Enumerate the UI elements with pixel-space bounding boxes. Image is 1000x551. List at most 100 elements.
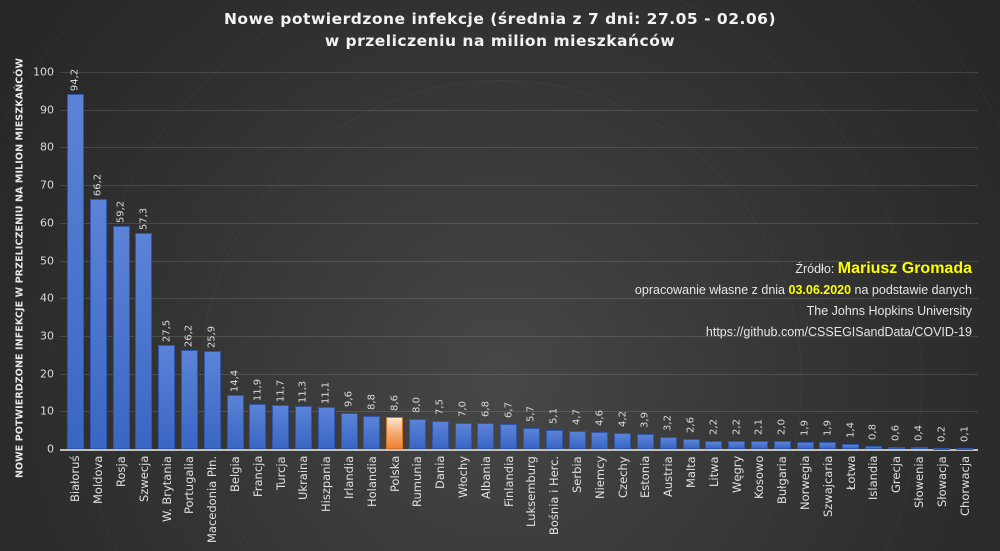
x-category-text: Niemcy xyxy=(592,455,607,499)
source-institution: The Johns Hopkins University xyxy=(806,304,972,318)
x-category-text: Grecja xyxy=(889,455,904,493)
bar-value-text: 59,2 xyxy=(115,200,127,223)
bar-value-text: 8,8 xyxy=(366,393,378,410)
bar-value-text: 7,0 xyxy=(457,400,469,417)
bar-20 xyxy=(522,427,540,449)
bar-31 xyxy=(773,441,791,449)
x-category-text: W. Brytania xyxy=(159,456,174,522)
bar-value-text: 8,6 xyxy=(389,394,401,411)
x-category-text: Szwecja xyxy=(136,455,151,502)
bar-8 xyxy=(249,404,267,449)
bar-16 xyxy=(431,420,449,449)
bar-value-text: 3,2 xyxy=(662,414,674,431)
bar-2 xyxy=(112,225,130,449)
gridline xyxy=(60,298,978,300)
source-line-date: opracowanie własne z dnia 03.06.2020 na … xyxy=(635,280,972,301)
x-category-text: Czechy xyxy=(615,456,630,498)
bar-value-text: 25,9 xyxy=(206,326,218,349)
bar-value-text: 11,1 xyxy=(320,382,332,405)
bar-value-text: 4,7 xyxy=(571,409,583,426)
bar-18 xyxy=(477,423,495,449)
x-category-text: Słowenia xyxy=(912,456,926,508)
bar-value-text: 2,2 xyxy=(708,418,720,435)
bar-value-text: 14,4 xyxy=(229,369,241,392)
x-category-text: Irlandia xyxy=(342,455,356,499)
y-tick-label: 50 xyxy=(40,254,54,267)
bar-22 xyxy=(568,431,586,449)
bar-0 xyxy=(66,93,84,449)
source-prefix: opracowanie własne z dnia xyxy=(634,283,786,297)
source-label: Źródło: xyxy=(795,262,835,276)
x-category-text: Bośnia i Herc. xyxy=(547,455,562,535)
bar-1 xyxy=(89,199,107,449)
bar-9 xyxy=(272,404,290,449)
x-category-text: Białoruś xyxy=(68,455,83,502)
x-category-text: Chorwacja xyxy=(957,455,972,516)
bar-value-text: 3,9 xyxy=(639,412,651,429)
x-category-text: Francja xyxy=(250,455,265,497)
bar-27 xyxy=(682,439,700,449)
y-tick-label: 10 xyxy=(40,404,54,418)
x-category-text: Dania xyxy=(433,455,448,489)
bar-value-text: 57,3 xyxy=(138,207,150,231)
bar-value-text: 0,1 xyxy=(959,426,971,442)
x-category-text: Węgry xyxy=(729,455,744,493)
bar-30 xyxy=(750,441,768,449)
bar-3 xyxy=(135,232,153,449)
x-category-text: Luksemburg xyxy=(524,456,539,527)
bar-14 xyxy=(386,416,404,449)
gridline xyxy=(60,222,978,224)
bar-34 xyxy=(842,443,860,449)
bar-value-text: 66,2 xyxy=(92,174,104,197)
source-author: Mariusz Gromada xyxy=(837,260,972,277)
gridline xyxy=(60,185,978,187)
chart-title-line1: Nowe potwierdzone infekcje (średnia z 7 … xyxy=(223,10,777,28)
chart-subtitle: w przeliczeniu na milion mieszkańców xyxy=(324,32,676,50)
bar-value-text: 94,2 xyxy=(69,68,81,91)
bar-value-text: 26,2 xyxy=(183,325,195,348)
x-category-text: Islandia xyxy=(866,455,881,500)
y-tick-label: 90 xyxy=(40,103,54,117)
x-category-text: Austria xyxy=(661,456,676,497)
bar-21 xyxy=(545,429,563,449)
bar-value-text: 2,0 xyxy=(776,419,788,436)
bar-39 xyxy=(956,448,974,450)
gridline xyxy=(60,373,978,375)
bar-33 xyxy=(819,441,837,449)
x-category-text: Ukraina xyxy=(296,455,311,500)
gridline xyxy=(60,411,978,413)
x-category-text: Turcja xyxy=(273,456,288,490)
y-tick-label: 30 xyxy=(40,329,54,343)
bar-value-text: 11,7 xyxy=(275,379,287,403)
bar-29 xyxy=(728,440,746,449)
source-annotation: Źródło: Mariusz Gromada opracowanie włas… xyxy=(635,258,972,343)
y-tick-label: 20 xyxy=(40,367,54,381)
x-category-text: Łotwa xyxy=(843,455,858,490)
bar-10 xyxy=(294,406,312,449)
x-category-text: Moldova xyxy=(91,455,106,504)
x-category-text: Norwegia xyxy=(798,455,812,510)
x-category-text: Holandia xyxy=(364,456,379,507)
bar-value-text: 7,5 xyxy=(434,398,446,415)
x-category-text: Kosowo xyxy=(752,455,767,499)
bar-36 xyxy=(887,446,905,449)
y-tick-label: 70 xyxy=(40,178,54,192)
bar-4 xyxy=(158,345,176,449)
bar-value-text: 2,1 xyxy=(753,419,765,436)
bar-value-text: 1,9 xyxy=(822,419,834,436)
bar-17 xyxy=(454,422,472,449)
bar-value-text: 11,3 xyxy=(297,381,309,404)
bar-5 xyxy=(180,350,198,449)
bar-12 xyxy=(340,412,358,449)
bar-37 xyxy=(910,447,928,450)
bar-13 xyxy=(363,415,381,449)
bar-35 xyxy=(864,445,882,449)
x-category-text: Serbia xyxy=(570,456,584,493)
gridline xyxy=(60,260,978,262)
bar-value-text: 0,8 xyxy=(867,424,879,440)
source-suffix: na podstawie danych xyxy=(854,283,972,297)
bar-value-text: 4,6 xyxy=(594,409,606,426)
x-category-text: Bułgaria xyxy=(775,456,790,504)
x-category-text: Finlandia xyxy=(501,455,516,507)
chart-title: Nowe potwierdzone infekcje (średnia z 7 … xyxy=(0,8,1000,52)
